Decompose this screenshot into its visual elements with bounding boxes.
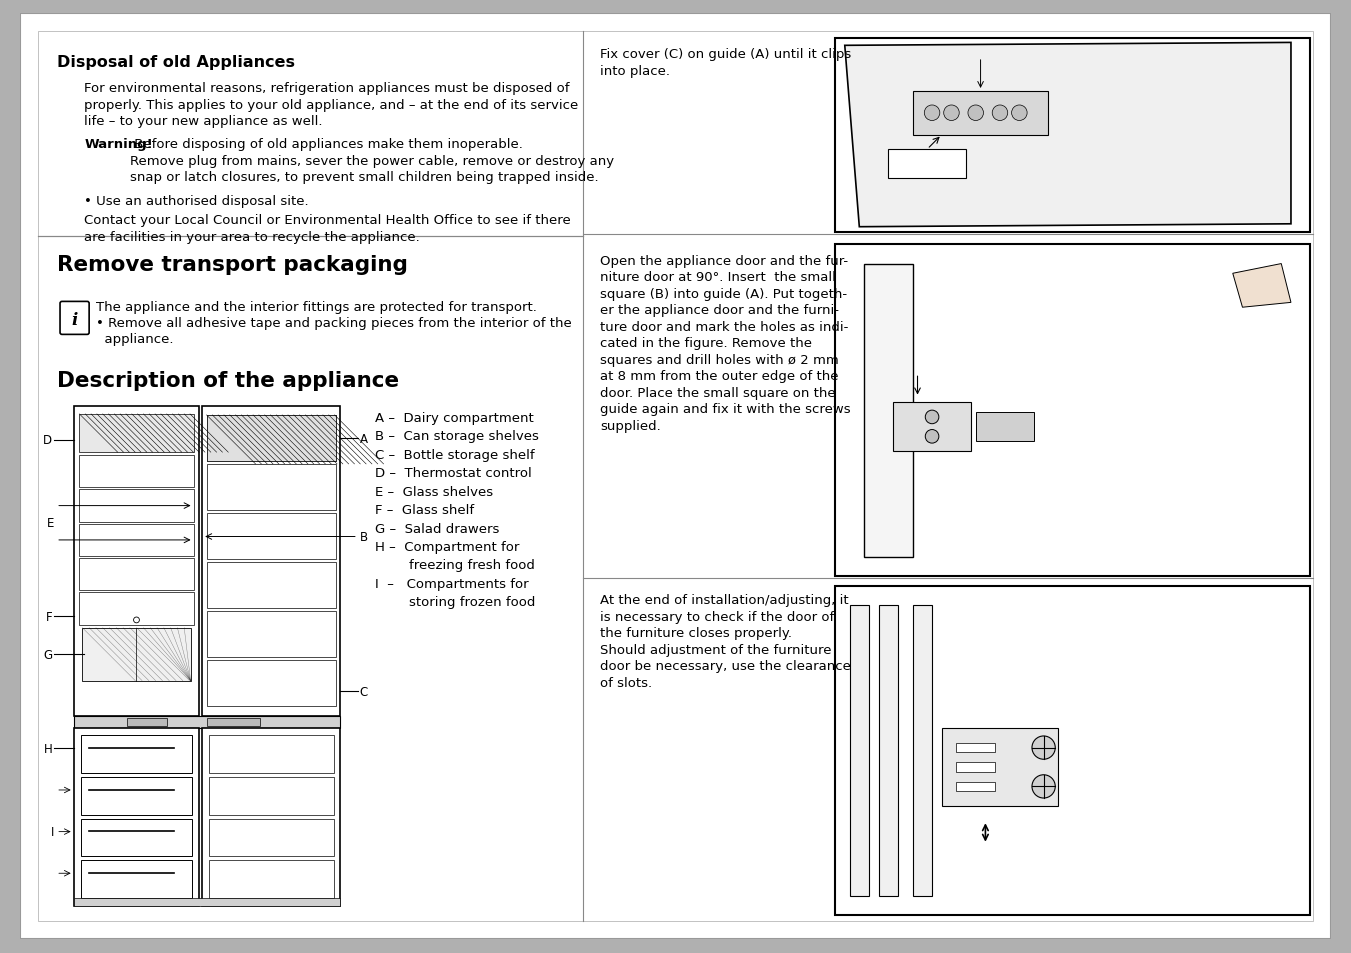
- Bar: [209, 819, 334, 857]
- Bar: [207, 514, 335, 559]
- Text: Warning!: Warning!: [84, 138, 153, 152]
- Bar: [81, 736, 192, 773]
- Text: Disposal of old Appliances: Disposal of old Appliances: [57, 55, 295, 70]
- Bar: [80, 558, 193, 591]
- Bar: [209, 861, 334, 898]
- Circle shape: [924, 106, 940, 121]
- Text: C –  Bottle storage shelf: C – Bottle storage shelf: [376, 449, 535, 461]
- Text: F: F: [46, 610, 53, 623]
- FancyBboxPatch shape: [59, 302, 89, 335]
- Text: D: D: [43, 434, 53, 447]
- Bar: [81, 777, 192, 815]
- Bar: [73, 716, 340, 728]
- Circle shape: [134, 618, 139, 623]
- Circle shape: [967, 106, 984, 121]
- Text: I  –   Compartments for: I – Compartments for: [376, 578, 528, 590]
- Bar: [865, 264, 913, 557]
- Text: D –  Thermostat control: D – Thermostat control: [376, 467, 532, 479]
- Text: A: A: [359, 433, 367, 445]
- Bar: [207, 718, 261, 726]
- Text: B: B: [359, 531, 367, 543]
- Bar: [207, 416, 335, 461]
- Bar: [80, 524, 193, 557]
- Text: • Remove all adhesive tape and packing pieces from the interior of the
  applian: • Remove all adhesive tape and packing p…: [96, 316, 571, 346]
- Text: Open the appliance door and the fur-
niture door at 90°. Insert  the small
squar: Open the appliance door and the fur- nit…: [600, 254, 851, 433]
- Text: freezing fresh food: freezing fresh food: [376, 558, 535, 572]
- Bar: [850, 605, 869, 896]
- Bar: [207, 416, 335, 461]
- Bar: [913, 605, 932, 896]
- Bar: [957, 743, 996, 753]
- Bar: [82, 628, 190, 681]
- Text: G –  Salad drawers: G – Salad drawers: [376, 522, 500, 535]
- Bar: [73, 407, 200, 716]
- Circle shape: [925, 411, 939, 424]
- Bar: [127, 718, 168, 726]
- Bar: [80, 456, 193, 488]
- Bar: [975, 413, 1034, 441]
- Bar: [835, 38, 1310, 233]
- Bar: [893, 403, 971, 452]
- Circle shape: [1032, 775, 1055, 799]
- Bar: [207, 562, 335, 608]
- Text: B –  Can storage shelves: B – Can storage shelves: [376, 430, 539, 443]
- Bar: [207, 464, 335, 511]
- Bar: [81, 819, 192, 857]
- Bar: [878, 605, 898, 896]
- Text: At the end of installation/adjusting, it
is necessary to check if the door of
th: At the end of installation/adjusting, it…: [600, 594, 851, 689]
- Bar: [207, 612, 335, 658]
- Text: • Use an authorised disposal site.: • Use an authorised disposal site.: [84, 194, 309, 208]
- Bar: [207, 660, 335, 706]
- Text: Remove transport packaging: Remove transport packaging: [57, 254, 408, 274]
- Circle shape: [925, 430, 939, 444]
- Bar: [889, 150, 966, 179]
- Bar: [209, 736, 334, 773]
- Polygon shape: [844, 44, 1292, 228]
- Text: Description of the appliance: Description of the appliance: [57, 371, 400, 391]
- Bar: [73, 728, 200, 905]
- Text: E –  Glass shelves: E – Glass shelves: [376, 485, 493, 498]
- Bar: [203, 407, 340, 716]
- Text: I: I: [51, 825, 54, 839]
- Bar: [81, 861, 192, 898]
- Text: C: C: [359, 685, 367, 699]
- Text: H –  Compartment for: H – Compartment for: [376, 540, 520, 554]
- Circle shape: [944, 106, 959, 121]
- Bar: [835, 586, 1310, 916]
- Bar: [942, 728, 1058, 806]
- Circle shape: [992, 106, 1008, 121]
- Bar: [203, 728, 340, 905]
- Text: A –  Dairy compartment: A – Dairy compartment: [376, 412, 534, 425]
- Text: G: G: [43, 648, 53, 661]
- Bar: [913, 91, 1048, 135]
- Circle shape: [1012, 106, 1027, 121]
- Bar: [957, 781, 996, 791]
- Text: E: E: [47, 517, 54, 530]
- Text: F –  Glass shelf: F – Glass shelf: [376, 503, 474, 517]
- Bar: [80, 593, 193, 625]
- Bar: [73, 898, 340, 905]
- Bar: [835, 245, 1310, 577]
- Text: storing frozen food: storing frozen food: [376, 596, 535, 609]
- Text: i: i: [72, 312, 78, 329]
- Text: Contact your Local Council or Environmental Health Office to see if there
are fa: Contact your Local Council or Environmen…: [84, 213, 571, 243]
- Text: Fix cover (C) on guide (A) until it clips
into place.: Fix cover (C) on guide (A) until it clip…: [600, 49, 851, 78]
- Text: H: H: [43, 742, 53, 755]
- Circle shape: [1032, 736, 1055, 760]
- Polygon shape: [1232, 264, 1292, 308]
- Text: The appliance and the interior fittings are protected for transport.: The appliance and the interior fittings …: [96, 301, 536, 314]
- Bar: [209, 777, 334, 815]
- Bar: [80, 490, 193, 522]
- Bar: [957, 762, 996, 772]
- Text: For environmental reasons, refrigeration appliances must be disposed of
properly: For environmental reasons, refrigeration…: [84, 82, 578, 128]
- Text: Before disposing of old appliances make them inoperable.
Remove plug from mains,: Before disposing of old appliances make …: [130, 138, 613, 184]
- Bar: [80, 415, 193, 453]
